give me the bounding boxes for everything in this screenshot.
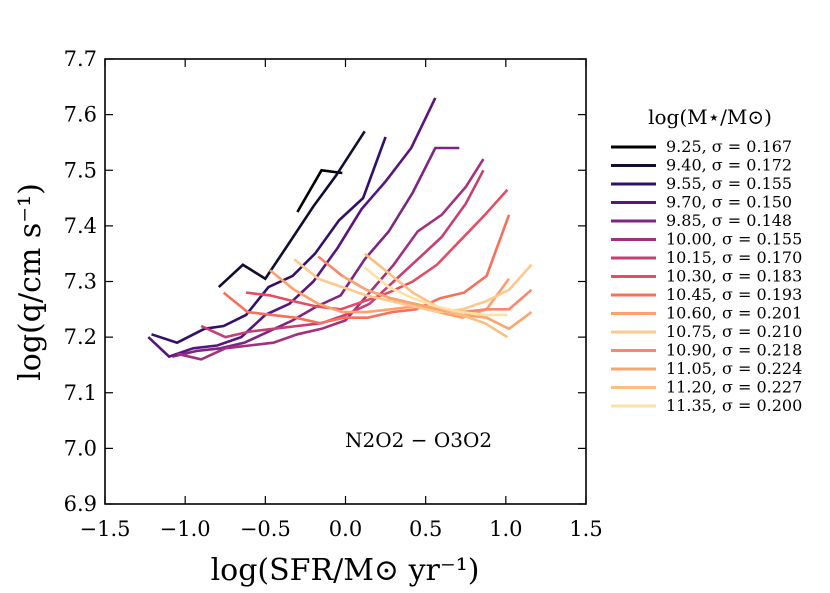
series-line-4 xyxy=(147,97,437,359)
y-tick-label: 7.5 xyxy=(64,158,97,182)
x-tick-label: 0.5 xyxy=(409,517,442,541)
legend-entry-7: 10.15, σ = 0.170 xyxy=(666,248,802,267)
x-tick-label: −0.5 xyxy=(240,517,291,541)
x-axis-label: log(SFR/M⊙ yr⁻¹) xyxy=(211,553,480,588)
plot-area xyxy=(147,97,533,361)
series-line-3 xyxy=(151,136,387,345)
series-line-11 xyxy=(293,258,533,314)
legend-entry-8: 10.30, σ = 0.183 xyxy=(666,267,802,286)
legend-entry-10: 10.60, σ = 0.201 xyxy=(666,304,802,323)
y-tick-label: 7.1 xyxy=(64,381,97,405)
y-tick-label: 6.9 xyxy=(64,492,97,516)
legend-entry-9: 10.45, σ = 0.193 xyxy=(666,285,802,304)
y-tick-label: 7.4 xyxy=(64,214,97,238)
y-axis-label: log(q/cm s⁻¹) xyxy=(13,183,48,381)
y-tick-label: 7.3 xyxy=(64,270,97,294)
legend-entry-12: 10.90, σ = 0.218 xyxy=(666,341,802,360)
legend-entry-1: 9.25, σ = 0.167 xyxy=(666,137,792,156)
legend-entry-2: 9.40, σ = 0.172 xyxy=(666,156,792,175)
legend-entry-3: 9.55, σ = 0.155 xyxy=(666,174,792,193)
series-line-2 xyxy=(217,130,366,289)
series-line-12 xyxy=(317,255,533,314)
series-line-9 xyxy=(222,214,511,325)
x-tick-label: 1.5 xyxy=(569,517,602,541)
y-axis: 6.9 7.0 7.1 7.2 7.3 7.4 7.5 7.6 7.7 xyxy=(64,47,586,516)
legend-title: log(M⋆/M⊙) xyxy=(648,105,772,129)
series-line-1 xyxy=(296,168,343,213)
legend-entry-14: 11.20, σ = 0.227 xyxy=(666,378,802,397)
y-tick-label: 7.7 xyxy=(64,47,97,71)
x-tick-label: 0.0 xyxy=(329,517,362,541)
y-tick-label: 7.2 xyxy=(64,325,97,349)
legend-entry-5: 9.85, σ = 0.148 xyxy=(666,211,792,230)
y-tick-label: 7.0 xyxy=(64,436,97,460)
annotation-label: N2O2 − O3O2 xyxy=(345,428,492,452)
x-tick-label: 1.0 xyxy=(489,517,522,541)
legend-entry-6: 10.00, σ = 0.155 xyxy=(666,230,802,249)
series-line-13 xyxy=(341,274,533,331)
legend-entry-13: 11.05, σ = 0.224 xyxy=(666,359,802,378)
series-line-7 xyxy=(200,169,485,339)
x-tick-label: −1.0 xyxy=(160,517,211,541)
legend-entry-11: 10.75, σ = 0.210 xyxy=(666,322,802,341)
x-tick-label: −1.5 xyxy=(80,517,131,541)
series-line-6 xyxy=(176,158,485,361)
legend-entry-4: 9.70, σ = 0.150 xyxy=(666,193,792,212)
x-axis: −1.5 −1.0 −0.5 0.0 0.5 1.0 1.5 xyxy=(80,59,603,541)
legend-entry-15: 11.35, σ = 0.200 xyxy=(666,396,802,415)
series-line-15 xyxy=(363,266,508,317)
y-tick-label: 7.6 xyxy=(64,103,97,127)
